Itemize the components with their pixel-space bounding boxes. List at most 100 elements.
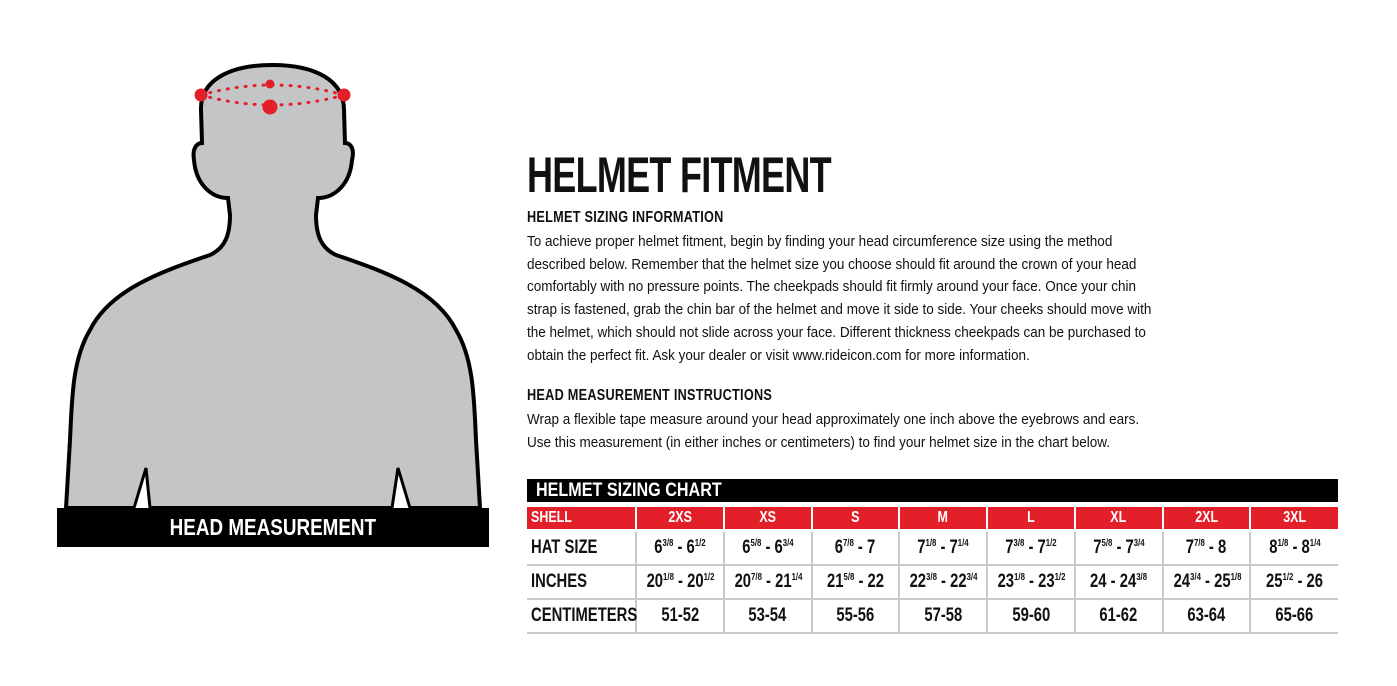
table-cell: 51-52: [635, 599, 724, 634]
table-cell: 231/8 - 231/2: [986, 565, 1075, 600]
cell-value: 61-62: [1099, 605, 1138, 626]
shell-text: S: [851, 509, 860, 526]
caption-text: HEAD MEASUREMENT: [169, 514, 377, 540]
fraction: 1/2: [1054, 572, 1066, 583]
fraction: 3/8: [1013, 538, 1025, 549]
fraction: 1/2: [703, 572, 715, 583]
cell-value: 51-52: [660, 605, 699, 626]
table-cell: 223/8 - 223/4: [898, 565, 987, 600]
fraction: 1/4: [1309, 538, 1321, 549]
shell-text: 3XL: [1283, 509, 1307, 526]
shell-text: L: [1027, 509, 1035, 526]
fraction: 1/4: [957, 538, 969, 549]
shell-size-m: M: [898, 507, 987, 532]
fraction: 3/8: [926, 572, 938, 583]
cell-value: 53-54: [748, 605, 787, 626]
table-cell: 77/8 - 8: [1161, 530, 1251, 566]
table-cell: 215/8 - 22: [810, 565, 900, 600]
row-label: CENTIMETERS: [527, 599, 637, 634]
head-silhouette-figure: [63, 62, 483, 510]
cell-value: 24 - 243/8: [1090, 571, 1148, 592]
shell-label: SHELL: [527, 507, 636, 532]
table-cell: 67/8 - 7: [810, 530, 900, 566]
line-text: the helmet, which should not slide acros…: [527, 323, 1146, 341]
fraction: 7/8: [750, 572, 762, 583]
paragraph-line: strap is fastened, grab the chin bar of …: [527, 299, 1221, 322]
label-text: SHELL: [531, 509, 572, 526]
fraction: 5/8: [1101, 538, 1113, 549]
shell-text: XL: [1110, 509, 1127, 526]
paragraph-line: the helmet, which should not slide acros…: [527, 322, 1221, 345]
shell-size-2xl: 2XL: [1161, 507, 1251, 532]
fraction: 7/8: [1194, 538, 1206, 549]
table-cell: 55-56: [810, 599, 900, 634]
table-cell: 65-66: [1249, 599, 1338, 634]
label-text: HAT SIZE: [531, 537, 598, 558]
arm-line-left: [132, 467, 152, 509]
fraction: 1/8: [925, 538, 937, 549]
paragraph-line: obtain the perfect fit. Ask your dealer …: [527, 345, 1221, 368]
measurement-heading: HEAD MEASUREMENT INSTRUCTIONS: [527, 387, 826, 405]
table-cell: 73/8 - 71/2: [986, 530, 1075, 566]
row-label: INCHES: [527, 565, 636, 600]
cell-value: 55-56: [836, 605, 875, 626]
shell-text: 2XS: [668, 509, 692, 526]
table-cell: 63-64: [1161, 599, 1251, 634]
table-cell: 201/8 - 201/2: [635, 565, 724, 600]
fraction: 3/4: [782, 538, 794, 549]
title-text: HELMET FITMENT: [527, 147, 832, 203]
line-text: comfortably with no pressure points. The…: [527, 278, 1137, 296]
table-row: CENTIMETERS 51-52 53-54 55-56 57-58 59-60 61-6…: [527, 599, 1338, 634]
line-text: described below. Remember that the helme…: [527, 255, 1137, 273]
cell-value: 207/8 - 211/4: [734, 571, 803, 592]
table-cell: 53-54: [722, 599, 812, 634]
heading-text: HEAD MEASUREMENT INSTRUCTIONS: [527, 387, 773, 404]
sizing-chart-title: HELMET SIZING CHART: [527, 479, 1338, 502]
paragraph-line: described below. Remember that the helme…: [527, 254, 1221, 277]
fraction: 5/8: [843, 572, 855, 583]
shell-size-3xl: 3XL: [1249, 507, 1338, 532]
fraction: 7/8: [843, 538, 855, 549]
line-text: obtain the perfect fit. Ask your dealer …: [527, 346, 1030, 364]
shell-size-l: L: [986, 507, 1075, 532]
cell-value: 215/8 - 22: [826, 571, 884, 592]
table-cell: 57-58: [898, 599, 987, 634]
paragraph-line: To achieve proper helmet fitment, begin …: [527, 231, 1221, 254]
fraction: 3/8: [1136, 572, 1148, 583]
table-cell: 243/4 - 251/8: [1161, 565, 1251, 600]
measurement-paragraph: Wrap a flexible tape measure around your…: [527, 409, 1207, 454]
fraction: 1/2: [1045, 538, 1057, 549]
cell-value: 63/8 - 61/2: [654, 537, 706, 558]
cell-value: 77/8 - 8: [1186, 537, 1227, 558]
sizing-info-heading: HELMET SIZING INFORMATION: [527, 209, 767, 227]
cell-value: 223/8 - 223/4: [909, 571, 978, 592]
fraction: 1/8: [1014, 572, 1025, 583]
paragraph-line: Wrap a flexible tape measure around your…: [527, 409, 1207, 432]
fraction: 1/8: [1277, 538, 1289, 549]
cell-value: 81/8 - 81/4: [1268, 537, 1321, 558]
sizing-info-paragraph: To achieve proper helmet fitment, begin …: [527, 231, 1221, 367]
arm-line-right: [390, 467, 412, 509]
chart-title-text: HELMET SIZING CHART: [536, 480, 722, 501]
cell-value: 201/8 - 201/2: [646, 571, 715, 592]
shell-size-xl: XL: [1073, 507, 1163, 532]
fraction: 1/2: [1282, 572, 1294, 583]
shell-text: 2XL: [1194, 509, 1218, 526]
cell-value: 231/8 - 231/2: [997, 571, 1066, 592]
cell-value: 243/4 - 251/8: [1173, 571, 1241, 592]
fraction: 1/8: [1230, 572, 1241, 583]
cell-value: 75/8 - 73/4: [1092, 537, 1145, 558]
cell-value: 73/8 - 71/2: [1005, 537, 1057, 558]
table-cell: 59-60: [986, 599, 1075, 634]
fraction: 3/4: [1189, 572, 1201, 583]
cell-value: 67/8 - 7: [835, 537, 876, 558]
cell-value: 63-64: [1187, 605, 1226, 626]
table-cell: 81/8 - 81/4: [1249, 530, 1338, 566]
table-cell: 71/8 - 71/4: [898, 530, 987, 566]
cell-value: 59-60: [1011, 605, 1050, 626]
head-measurement-caption: HEAD MEASUREMENT: [57, 508, 489, 547]
shell-text: M: [937, 509, 949, 526]
line-text: Use this measurement (in either inches o…: [527, 433, 1111, 451]
page-title: HELMET FITMENT: [527, 146, 949, 204]
table-cell: 61-62: [1073, 599, 1163, 634]
